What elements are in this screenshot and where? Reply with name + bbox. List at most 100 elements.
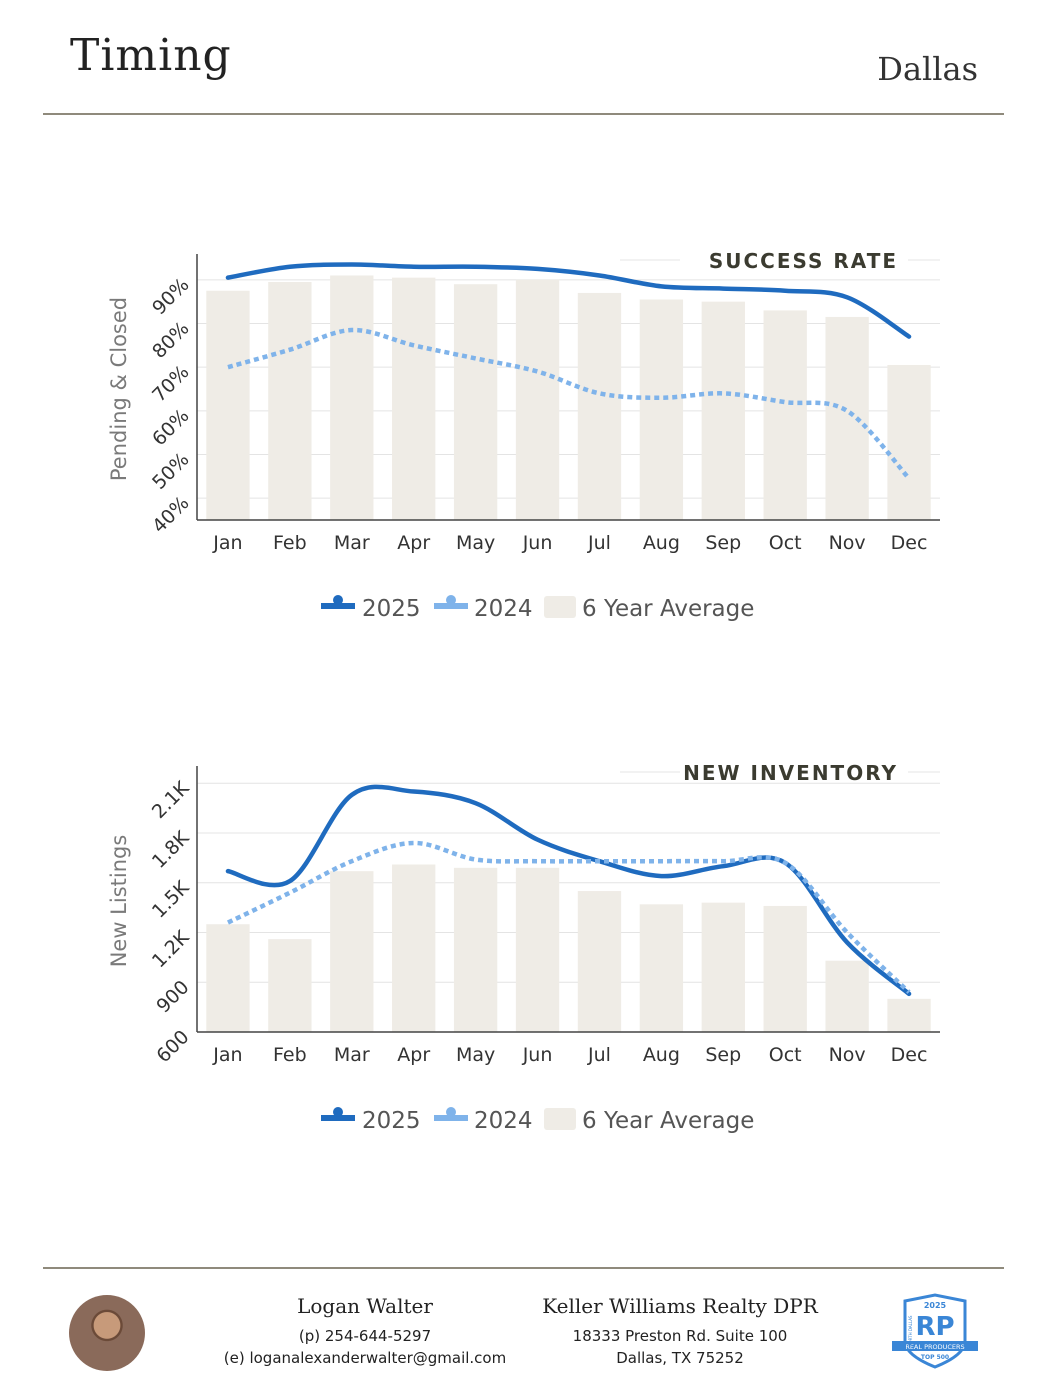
y-tick-label: 1.2K bbox=[148, 926, 194, 972]
bar bbox=[763, 310, 807, 520]
x-tick-label: Feb bbox=[273, 1044, 307, 1066]
agent-avatar bbox=[69, 1295, 145, 1371]
x-tick-label: May bbox=[456, 1044, 495, 1066]
y-tick-label: 50% bbox=[148, 448, 193, 493]
company-address-line2: Dallas, TX 75252 bbox=[616, 1349, 744, 1367]
x-tick-label: Dec bbox=[891, 532, 928, 554]
agent-phone: (p) 254-644-5297 bbox=[298, 1327, 432, 1345]
bar bbox=[701, 301, 745, 520]
bar bbox=[763, 905, 807, 1032]
bar bbox=[206, 924, 250, 1032]
legend-label-2025: 2025 bbox=[362, 1108, 421, 1134]
x-tick-label: Apr bbox=[397, 1044, 430, 1066]
badge-year: 2025 bbox=[924, 1301, 947, 1310]
bar bbox=[330, 275, 374, 520]
city-label: Dallas bbox=[877, 50, 978, 88]
series-line-2024 bbox=[227, 327, 911, 481]
chart-title: NEW INVENTORY bbox=[683, 761, 898, 785]
bar bbox=[206, 290, 250, 520]
page-title: Timing bbox=[70, 30, 232, 81]
y-tick-label: 1.8K bbox=[148, 827, 194, 873]
x-tick-label: Oct bbox=[769, 1044, 802, 1066]
legend-swatch-average bbox=[544, 596, 576, 618]
legend-swatch-average bbox=[544, 1108, 576, 1130]
agent-email[interactable]: (e) loganalexanderwalter@gmail.com bbox=[223, 1349, 507, 1367]
x-tick-label: Sep bbox=[705, 1044, 741, 1066]
legend-label-average: 6 Year Average bbox=[582, 1108, 754, 1134]
bar bbox=[577, 891, 622, 1032]
y-tick-label: 600 bbox=[152, 1026, 193, 1067]
x-tick-label: Jul bbox=[587, 532, 611, 554]
legend-label-2024: 2024 bbox=[474, 596, 533, 622]
legend-swatch-2024 bbox=[434, 1115, 468, 1121]
x-tick-label: Mar bbox=[334, 532, 370, 554]
bar bbox=[887, 364, 931, 520]
x-tick-label: Nov bbox=[829, 1044, 866, 1066]
bar bbox=[825, 960, 869, 1032]
y-tick-label: 2.1K bbox=[148, 777, 194, 823]
bar bbox=[268, 939, 312, 1032]
x-tick-label: Aug bbox=[643, 532, 680, 554]
x-tick-label: Jun bbox=[522, 1044, 553, 1066]
badge-side: NORTH DALLAS bbox=[908, 1315, 913, 1346]
footer-divider bbox=[43, 1267, 1004, 1269]
y-tick-label: 90% bbox=[148, 274, 193, 319]
agent-name: Logan Walter bbox=[297, 1294, 433, 1318]
x-tick-label: Jul bbox=[587, 1044, 611, 1066]
new-inventory-chart: NEW INVENTORY 600 900 1.2K 1.5K 1.8K 2.1K Jan Fe… bbox=[0, 742, 1046, 1162]
company-address-line1: 18333 Preston Rd. Suite 100 bbox=[572, 1327, 788, 1345]
x-tick-label: Dec bbox=[891, 1044, 928, 1066]
x-tick-label: Apr bbox=[397, 532, 430, 554]
x-tick-label: Jun bbox=[522, 532, 553, 554]
bar bbox=[453, 867, 498, 1032]
legend-swatch-2025 bbox=[321, 1115, 355, 1121]
series-line-2025 bbox=[225, 262, 912, 339]
x-tick-label: Nov bbox=[829, 532, 866, 554]
bar bbox=[330, 871, 374, 1032]
chart-title: SUCCESS RATE bbox=[709, 249, 898, 273]
bar bbox=[392, 864, 436, 1032]
bar bbox=[453, 284, 498, 520]
legend-swatch-2024 bbox=[434, 603, 468, 609]
bar bbox=[887, 998, 931, 1032]
y-tick-label: 1.5K bbox=[148, 876, 194, 922]
legend-swatch-2025 bbox=[321, 603, 355, 609]
y-axis-title: Pending & Closed bbox=[107, 297, 131, 481]
bar bbox=[577, 292, 622, 520]
y-tick-label: 60% bbox=[148, 405, 193, 450]
legend-label-average: 6 Year Average bbox=[582, 596, 754, 622]
bar bbox=[515, 279, 560, 520]
y-tick-label: 70% bbox=[148, 361, 193, 406]
bar bbox=[392, 277, 436, 520]
series-line-2024 bbox=[226, 840, 911, 994]
bar bbox=[825, 316, 869, 520]
y-tick-label: 80% bbox=[148, 317, 193, 362]
bar bbox=[701, 902, 745, 1032]
success-rate-svg: SUCCESS RATE 40%50%60%70%80%90% Jan Feb Mar A… bbox=[107, 249, 940, 622]
x-tick-label: May bbox=[456, 532, 495, 554]
bar bbox=[639, 904, 684, 1032]
y-tick-label: 900 bbox=[152, 976, 193, 1017]
bar bbox=[515, 867, 560, 1032]
legend-label-2025: 2025 bbox=[362, 596, 421, 622]
header-divider bbox=[43, 113, 1004, 115]
bar bbox=[268, 282, 312, 520]
badge-letters: RP bbox=[915, 1312, 954, 1342]
x-tick-label: Jan bbox=[212, 1044, 242, 1066]
success-rate-chart: SUCCESS RATE 40% 50% 60% 70% 80% 90% Jan Feb Mar A… bbox=[0, 230, 1046, 650]
badge-line2: TOP 500 bbox=[921, 1354, 949, 1361]
bar bbox=[639, 299, 684, 520]
real-producers-badge: 2025 RP REAL PRODUCERS TOP 500 NORTH DAL… bbox=[892, 1293, 978, 1369]
x-tick-label: Aug bbox=[643, 1044, 680, 1066]
legend-label-2024: 2024 bbox=[474, 1108, 533, 1134]
y-axis-title: New Listings bbox=[107, 835, 131, 968]
x-tick-label: Jan bbox=[212, 532, 242, 554]
x-tick-label: Sep bbox=[705, 532, 741, 554]
x-tick-label: Feb bbox=[273, 532, 307, 554]
x-tick-label: Mar bbox=[334, 1044, 370, 1066]
y-tick-label: 40% bbox=[148, 492, 193, 537]
company-name: Keller Williams Realty DPR bbox=[542, 1294, 818, 1318]
badge-line1: REAL PRODUCERS bbox=[905, 1343, 964, 1351]
x-tick-label: Oct bbox=[769, 532, 802, 554]
